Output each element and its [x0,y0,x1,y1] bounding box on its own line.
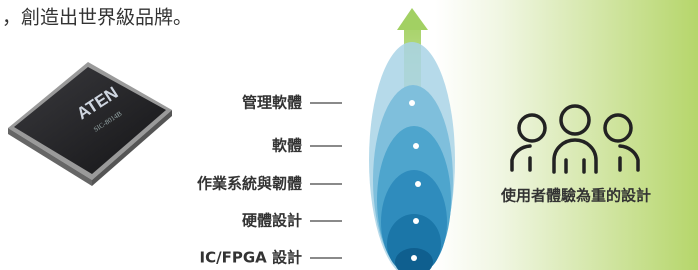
layer-dot [409,100,415,106]
header-text: ，創造出世界級品牌。 [2,7,192,29]
layer-label: 管理軟體 [242,94,302,112]
layer-dot [411,255,417,261]
layer-dot [413,143,419,149]
layer-dot [413,218,419,224]
layer-label: IC/FPGA 設計 [200,249,302,267]
goal-panel [435,0,698,270]
page: ，創造出世界級品牌。 ATEN SIC-8014B 管理軟體軟體作業系統與韌體硬… [0,0,698,270]
diagram: ，創造出世界級品牌。 ATEN SIC-8014B 管理軟體軟體作業系統與韌體硬… [0,0,698,270]
chip-image: ATEN SIC-8014B [8,62,172,186]
layer-label: 硬體設計 [242,212,302,230]
layer-ellipses [369,42,455,270]
layer-label: 作業系統與韌體 [197,175,302,193]
layer-dot [415,181,421,187]
layer-label: 軟體 [272,137,302,155]
goal-label: 使用者體驗為重的設計 [500,187,651,205]
